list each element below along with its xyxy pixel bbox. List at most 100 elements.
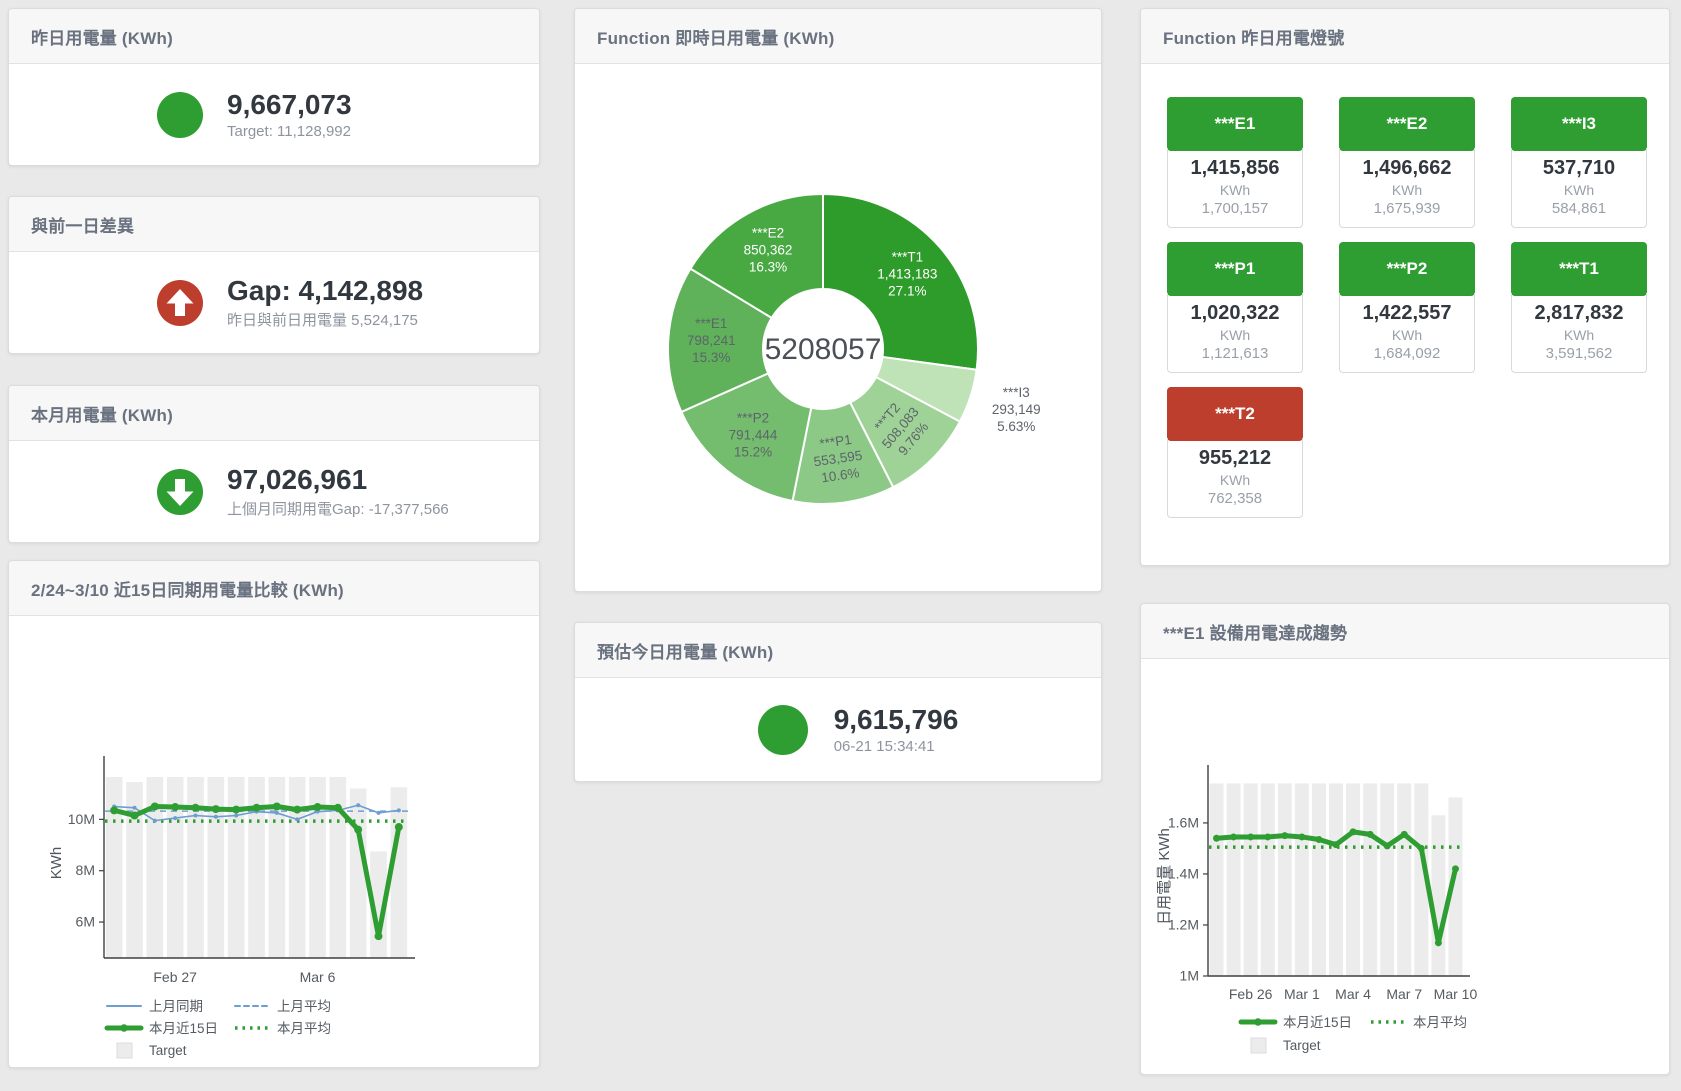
data-point[interactable] (396, 808, 401, 813)
data-point[interactable] (173, 816, 178, 821)
target-bar[interactable] (1363, 783, 1378, 976)
target-bar[interactable] (1448, 797, 1463, 976)
target-bar[interactable] (1277, 783, 1292, 976)
target-bar[interactable] (1346, 783, 1361, 976)
pie-slice[interactable] (680, 372, 813, 503)
device-usage-value: 1,496,662 (1362, 157, 1452, 179)
data-point[interactable] (295, 817, 300, 822)
data-point[interactable] (171, 803, 180, 812)
target-bar[interactable] (1209, 783, 1224, 976)
x-tick-label: Mar 4 (1335, 986, 1371, 1002)
data-point[interactable] (1383, 842, 1391, 850)
legend-item[interactable]: 本月平均 (235, 1021, 331, 1036)
legend-label: 本月平均 (277, 1021, 331, 1036)
pie-slice-label: ***E2 850,362 16.3% (744, 225, 793, 274)
data-point[interactable] (333, 803, 342, 812)
target-bar[interactable] (1380, 783, 1395, 976)
data-point[interactable] (1247, 833, 1255, 841)
pie-slice-label: ***I3 293,149 5.63% (992, 385, 1041, 434)
data-point[interactable] (1434, 939, 1442, 947)
data-point[interactable] (1366, 830, 1374, 838)
data-point[interactable] (293, 805, 302, 814)
data-point[interactable] (234, 813, 239, 818)
data-point[interactable] (152, 818, 157, 823)
target-bar[interactable] (1414, 783, 1429, 976)
data-point[interactable] (1417, 844, 1425, 852)
target-bar[interactable] (1397, 783, 1412, 976)
target-bar[interactable] (1226, 783, 1241, 976)
target-bar[interactable] (288, 776, 306, 958)
month-usage-value: 97,026,961 (227, 463, 368, 495)
target-bar[interactable] (1329, 783, 1343, 976)
data-point[interactable] (191, 803, 200, 812)
data-point[interactable] (211, 805, 220, 814)
legend-item[interactable]: 本月平均 (1371, 1015, 1467, 1030)
e1-trend-chart-canvas[interactable]: 1M 1.2M 1.4M 1.6M Feb 26 Mar 1 Mar 4 Mar 7 Mar 1… (1141, 659, 1669, 1076)
data-point[interactable] (313, 803, 322, 812)
yesterday-usage-value: 9,667,073 (227, 88, 352, 120)
device-target-value: 762,358 (1207, 490, 1263, 507)
data-point[interactable] (272, 802, 281, 811)
panel-title: Function 昨日用電燈號 (1163, 28, 1345, 48)
data-point[interactable] (193, 813, 198, 818)
device-unit: KWh (1563, 327, 1595, 343)
target-bar[interactable] (248, 776, 265, 958)
data-point[interactable] (1332, 841, 1340, 849)
data-point[interactable] (1298, 833, 1306, 841)
panel-header: ***E1 設備用電達成趨勢 (1141, 604, 1669, 659)
data-point[interactable] (356, 803, 361, 808)
pie-slice[interactable] (667, 267, 774, 414)
legend-item[interactable]: Target (1250, 1037, 1321, 1054)
target-bar[interactable] (390, 787, 408, 958)
legend-item[interactable]: 上月平均 (234, 999, 331, 1014)
data-point[interactable] (1315, 836, 1323, 844)
data-point[interactable] (252, 803, 261, 812)
target-bar[interactable] (329, 776, 347, 958)
data-point[interactable] (130, 811, 139, 820)
data-point[interactable] (354, 825, 363, 834)
target-bar[interactable] (146, 776, 164, 958)
data-point[interactable] (274, 810, 279, 815)
target-bar[interactable] (349, 788, 367, 958)
data-point[interactable] (232, 805, 241, 814)
data-point[interactable] (1400, 830, 1408, 838)
panel-month-usage: 本月用電量 (KWh) 97,026,961 上個月同期用電Gap: -17,3… (8, 385, 540, 543)
data-point[interactable] (1451, 865, 1459, 873)
legend-item[interactable]: 本月近15日 (1238, 1015, 1352, 1030)
pie-slice[interactable] (689, 192, 824, 320)
legend-label: 上月同期 (149, 999, 203, 1014)
target-bar[interactable] (227, 776, 245, 958)
pie-slice[interactable] (822, 192, 979, 371)
target-bar[interactable] (1243, 783, 1258, 976)
data-point[interactable] (132, 805, 137, 810)
data-point[interactable] (1264, 833, 1272, 841)
legend-item[interactable]: 上月同期 (106, 999, 203, 1014)
target-bar[interactable] (370, 851, 387, 958)
target-bar[interactable] (187, 776, 204, 958)
data-point[interactable] (1349, 828, 1357, 836)
panel-header: 本月用電量 (KWh) (9, 386, 539, 441)
data-point[interactable] (374, 932, 383, 941)
realtime-donut-canvas[interactable]: ***T1 1,413,183 27.1%***I3 293,149 5.63%***T… (575, 64, 1101, 591)
target-bar[interactable] (126, 782, 143, 958)
legend-item[interactable]: Target (116, 1042, 187, 1059)
panel-header: 預估今日用電量 (KWh) (575, 623, 1101, 678)
target-bar[interactable] (1431, 815, 1446, 976)
data-point[interactable] (213, 814, 218, 819)
data-point[interactable] (376, 810, 381, 815)
data-point[interactable] (1213, 834, 1221, 842)
data-point[interactable] (1281, 832, 1289, 840)
data-point[interactable] (1230, 833, 1238, 841)
data-point[interactable] (394, 823, 403, 832)
target-bar[interactable] (1311, 783, 1326, 976)
target-bar[interactable] (1294, 783, 1309, 976)
target-bar[interactable] (1260, 783, 1275, 976)
data-point[interactable] (110, 806, 119, 815)
target-bar[interactable] (105, 776, 123, 958)
data-point[interactable] (150, 802, 159, 811)
device-status-card: ***P2 1,422,557 KWh 1,684,092 (1339, 242, 1475, 373)
legend-item[interactable]: 本月近15日 (104, 1021, 218, 1036)
target-bar[interactable] (207, 776, 225, 958)
